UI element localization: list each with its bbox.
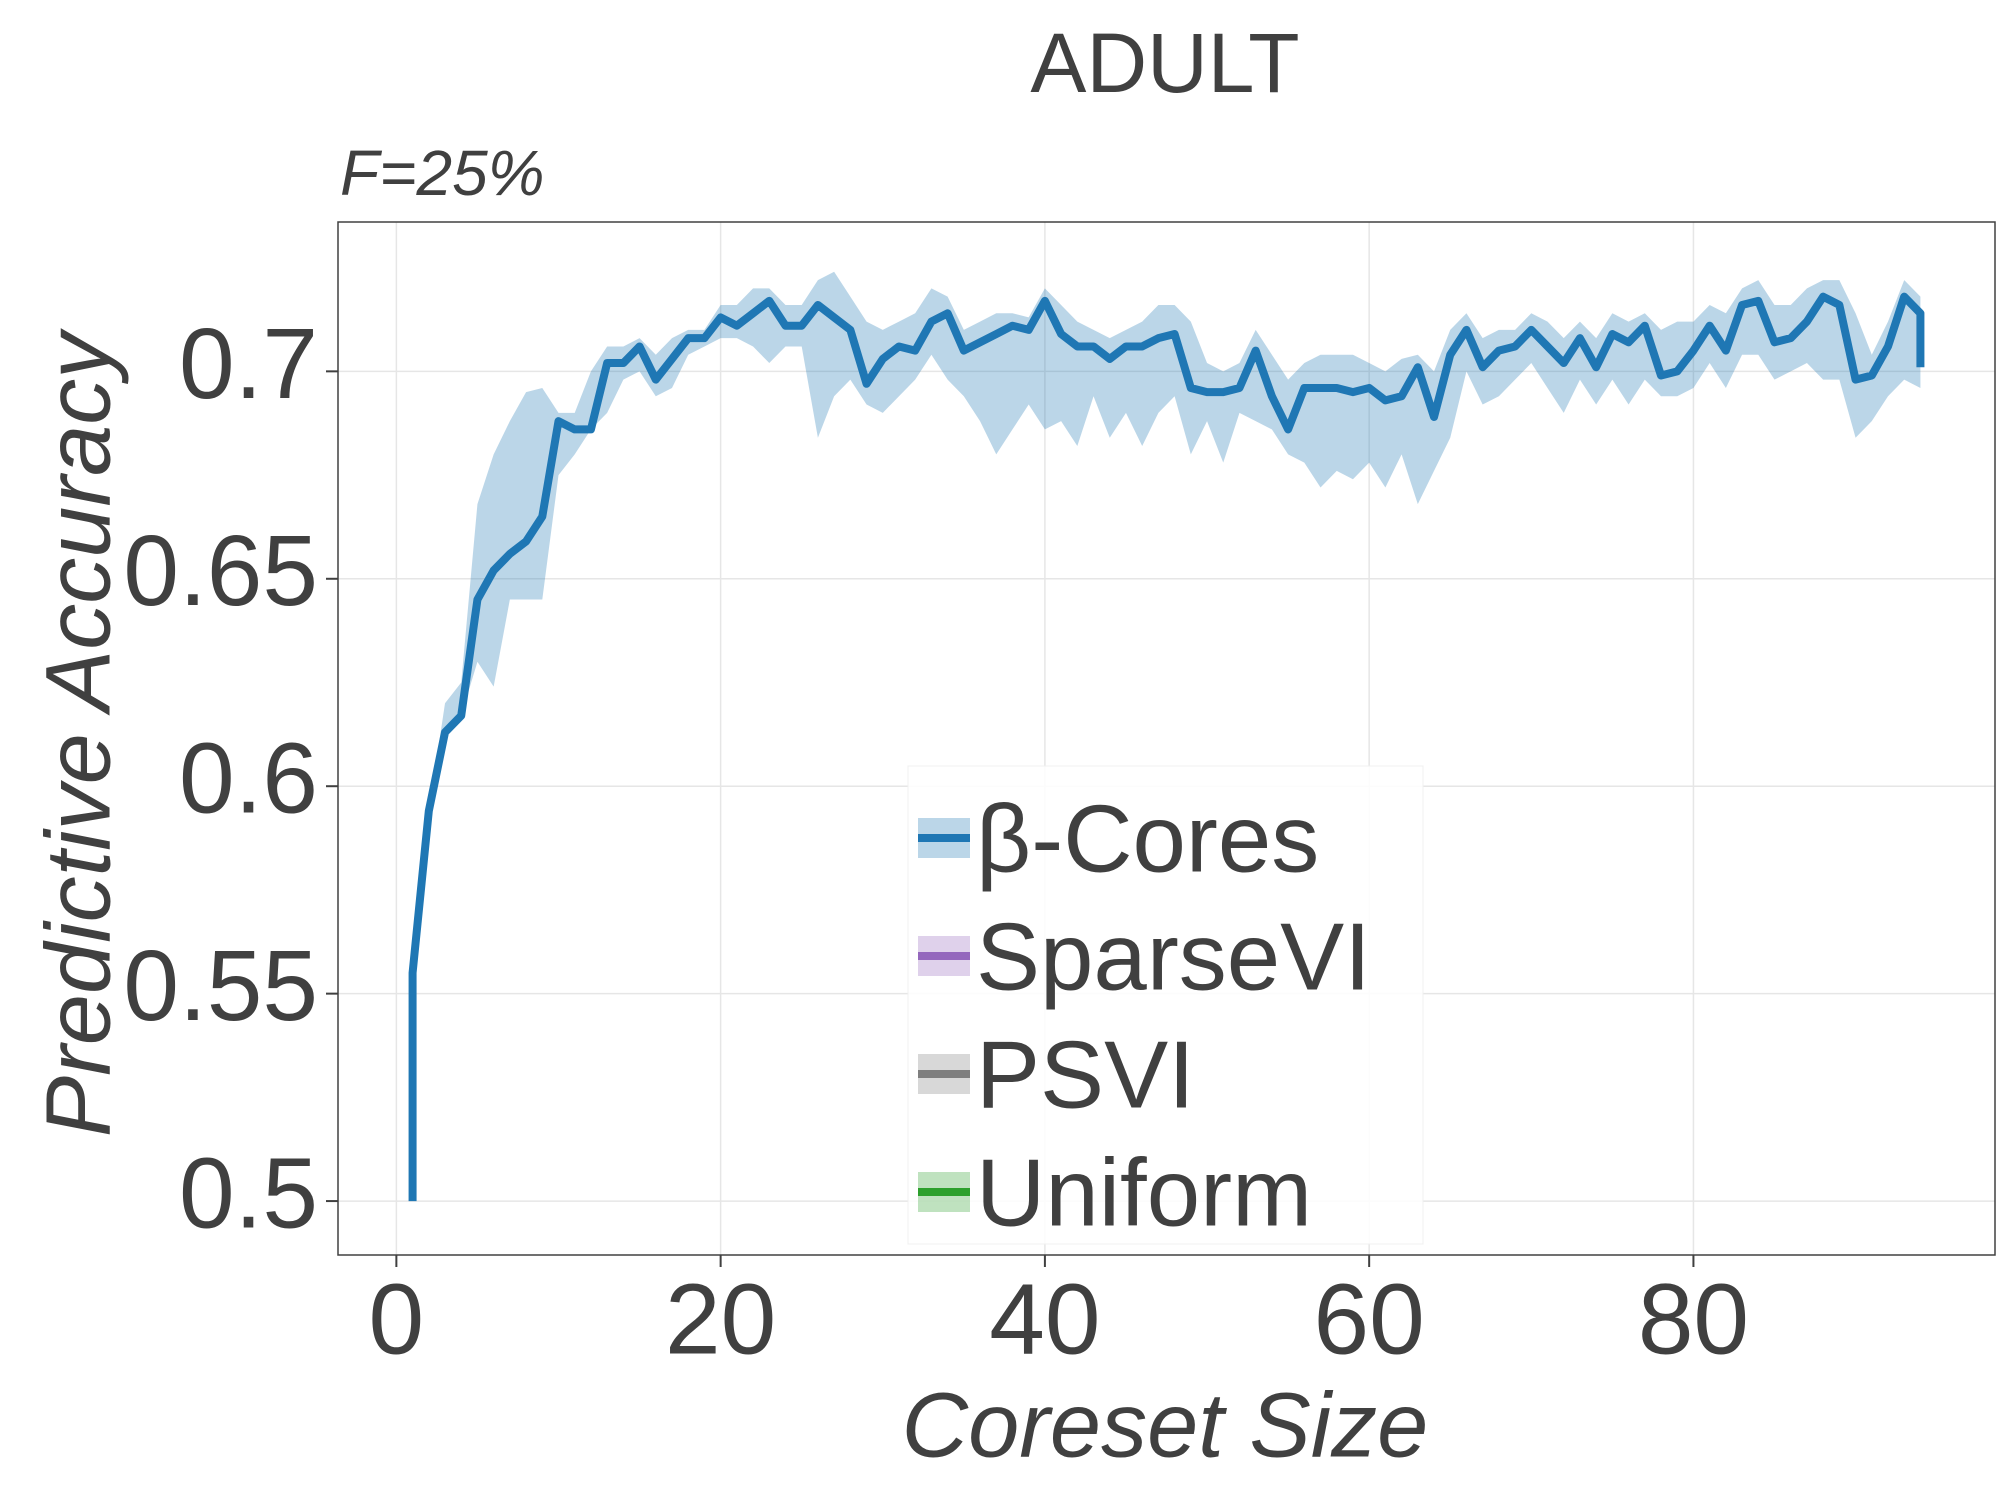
y-tick-label: 0.65 bbox=[123, 515, 318, 627]
legend-label: β-Cores bbox=[976, 785, 1319, 892]
legend-label: Uniform bbox=[976, 1139, 1312, 1246]
y-tick-label: 0.55 bbox=[123, 930, 318, 1042]
x-tick-label: 0 bbox=[369, 1263, 425, 1375]
legend-label: SparseVI bbox=[976, 903, 1371, 1010]
annotation: F=25% bbox=[340, 137, 545, 209]
y-tick-label: 0.7 bbox=[179, 308, 318, 420]
x-tick-label: 40 bbox=[989, 1263, 1100, 1375]
y-tick-label: 0.6 bbox=[179, 723, 318, 835]
x-tick-label: 20 bbox=[665, 1263, 776, 1375]
legend: β-Cores SparseVI PSVI Uniform bbox=[907, 765, 1424, 1246]
x-tick-label: 60 bbox=[1314, 1263, 1425, 1375]
y-tick-label: 0.5 bbox=[179, 1137, 318, 1249]
legend-label: PSVI bbox=[976, 1021, 1195, 1128]
error-band bbox=[412, 271, 1921, 1202]
legend-frame bbox=[907, 765, 1424, 1245]
y-axis-label: Predictive Accuracy bbox=[27, 328, 129, 1137]
chart-title: ADULT bbox=[1030, 16, 1299, 110]
x-tick-label: 80 bbox=[1638, 1263, 1749, 1375]
plot-frame bbox=[337, 221, 1996, 1256]
data-line bbox=[408, 292, 1925, 1202]
x-axis-label: Coreset Size bbox=[902, 1374, 1429, 1476]
